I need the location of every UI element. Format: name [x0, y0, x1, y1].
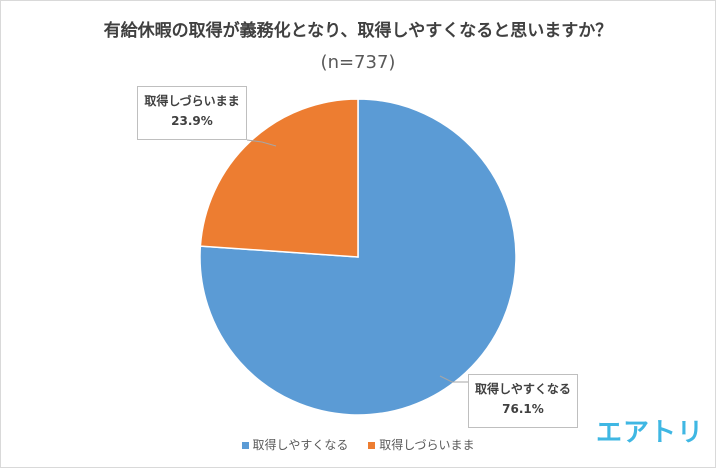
legend-label-harder: 取得しづらいまま [379, 438, 475, 452]
data-label-harder-category: 取得しづらいまま [144, 94, 240, 108]
chart-legend: 取得しやすくなる 取得しづらいまま [0, 436, 716, 453]
chart-title: 有給休暇の取得が義務化となり、取得しやすくなると思いますか？ [103, 21, 613, 41]
leader-line-easier [439, 375, 468, 383]
data-label-easier: 取得しやすくなる 76.1% [468, 374, 578, 428]
leader-line-harder [246, 139, 277, 147]
legend-swatch-harder [368, 442, 376, 449]
data-label-easier-value: 76.1% [502, 402, 544, 416]
chart-subtitle: (n=737) [320, 52, 396, 73]
legend-item-harder: 取得しづらいまま [368, 436, 475, 453]
legend-label-easier: 取得しやすくなる [252, 438, 349, 452]
data-label-harder-value: 23.9% [171, 114, 213, 128]
brand-logo: エアトリ [596, 418, 705, 448]
data-label-easier-category: 取得しやすくなる [475, 382, 571, 396]
legend-swatch-easier [241, 442, 249, 449]
pie-slice-harder [199, 98, 359, 258]
legend-item-easier: 取得しやすくなる [241, 436, 349, 453]
data-label-harder: 取得しづらいまま 23.9% [137, 86, 247, 140]
